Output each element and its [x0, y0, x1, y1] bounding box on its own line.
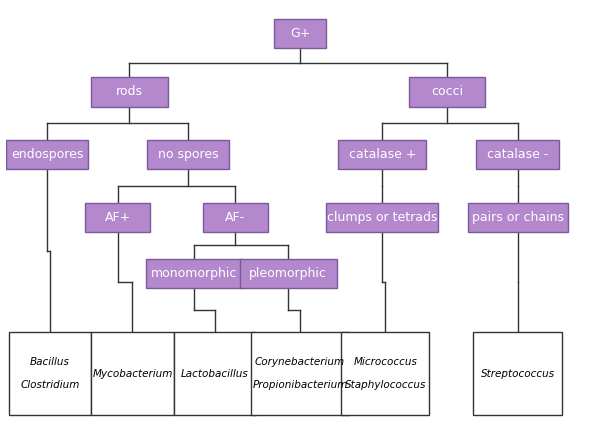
Text: G+: G+ — [290, 27, 310, 40]
FancyBboxPatch shape — [341, 332, 430, 415]
Text: monomorphic: monomorphic — [151, 267, 238, 280]
Text: Micrococcus

Staphylococcus: Micrococcus Staphylococcus — [344, 357, 426, 390]
Text: Bacillus

Clostridium: Bacillus Clostridium — [20, 357, 80, 390]
FancyBboxPatch shape — [85, 203, 150, 232]
Text: catalase -: catalase - — [487, 148, 548, 161]
Text: clumps or tetrads: clumps or tetrads — [327, 211, 437, 224]
FancyBboxPatch shape — [173, 332, 256, 415]
Text: AF-: AF- — [225, 211, 245, 224]
Text: catalase +: catalase + — [349, 148, 416, 161]
FancyBboxPatch shape — [91, 332, 173, 415]
FancyBboxPatch shape — [467, 203, 568, 232]
FancyBboxPatch shape — [338, 140, 427, 169]
FancyBboxPatch shape — [409, 78, 485, 106]
Text: Corynebacterium

Propionibacterium: Corynebacterium Propionibacterium — [253, 357, 347, 390]
Text: cocci: cocci — [431, 86, 463, 98]
FancyBboxPatch shape — [203, 203, 268, 232]
Text: rods: rods — [116, 86, 143, 98]
Text: Lactobacillus: Lactobacillus — [181, 369, 248, 379]
FancyBboxPatch shape — [473, 332, 562, 415]
Text: pairs or chains: pairs or chains — [472, 211, 563, 224]
Text: Streptococcus: Streptococcus — [481, 369, 554, 379]
FancyBboxPatch shape — [91, 78, 168, 106]
Text: no spores: no spores — [158, 148, 218, 161]
Text: AF+: AF+ — [104, 211, 131, 224]
FancyBboxPatch shape — [251, 332, 349, 415]
FancyBboxPatch shape — [476, 140, 559, 169]
FancyBboxPatch shape — [147, 140, 229, 169]
FancyBboxPatch shape — [274, 19, 326, 48]
Text: Mycobacterium: Mycobacterium — [92, 369, 173, 379]
FancyBboxPatch shape — [240, 259, 337, 288]
Text: endospores: endospores — [11, 148, 83, 161]
FancyBboxPatch shape — [146, 259, 242, 288]
Text: pleomorphic: pleomorphic — [250, 267, 327, 280]
FancyBboxPatch shape — [9, 332, 91, 415]
FancyBboxPatch shape — [6, 140, 88, 169]
FancyBboxPatch shape — [326, 203, 438, 232]
